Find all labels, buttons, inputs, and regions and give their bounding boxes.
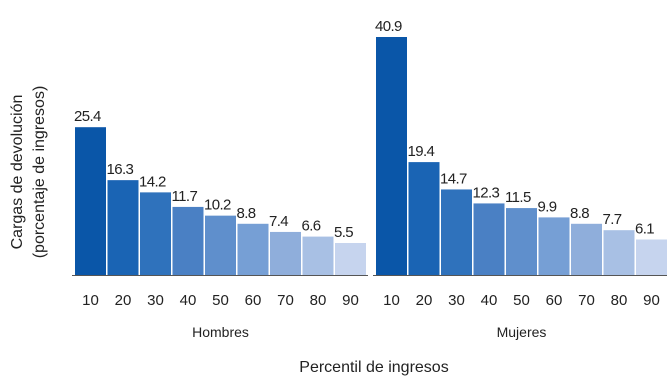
bar <box>205 215 236 275</box>
bar <box>571 223 602 275</box>
x-tick-label: 40 <box>180 292 197 309</box>
data-label: 8.8 <box>237 205 256 222</box>
x-tick-label: 90 <box>643 292 660 309</box>
x-tick-label: 90 <box>342 292 359 309</box>
x-tick-label: 60 <box>245 292 262 309</box>
bar <box>140 192 171 275</box>
bar <box>75 127 106 275</box>
bar <box>376 37 407 275</box>
data-label: 6.6 <box>302 218 321 235</box>
x-tick-label: 40 <box>481 292 498 309</box>
data-label: 6.1 <box>635 221 654 238</box>
data-label: 16.3 <box>107 161 134 178</box>
data-label: 12.3 <box>473 184 500 201</box>
x-axis-title: Percentil de ingresos <box>299 359 448 376</box>
x-tick-label: 10 <box>82 292 99 309</box>
data-label: 25.4 <box>74 108 101 125</box>
bar <box>408 162 440 275</box>
bar <box>270 231 301 275</box>
bar-group-hombres: 25.4 10 16.3 20 14.2 30 11.7 40 10.2 50 8.8 60 7.4 70… <box>72 108 368 340</box>
x-tick-label: 70 <box>578 292 595 309</box>
bar <box>603 230 635 275</box>
x-tick-label: 30 <box>147 292 164 309</box>
data-label: 14.2 <box>139 173 166 190</box>
x-tick-label: 30 <box>448 292 465 309</box>
x-tick-label: 70 <box>277 292 294 309</box>
x-tick-label: 10 <box>383 292 400 309</box>
bar <box>172 206 204 275</box>
data-label: 8.8 <box>570 205 589 222</box>
data-label: 40.9 <box>375 18 402 35</box>
data-label: 19.4 <box>408 143 435 160</box>
bar <box>107 180 139 275</box>
data-label: 11.5 <box>505 189 531 206</box>
y-axis-title: Cargas de devolución (porcentaje de ingr… <box>9 86 48 259</box>
group-label: Mujeres <box>497 324 547 340</box>
bar <box>538 217 570 275</box>
bar-group-mujeres: 40.9 10 19.4 20 14.7 30 12.3 40 11.5 50 9.9 60 8.8 70… <box>373 18 667 340</box>
bar <box>636 239 667 275</box>
data-label: 7.7 <box>603 211 622 228</box>
y-axis-title-line2: (porcentaje de ingresos) <box>31 86 48 259</box>
bar <box>473 203 505 275</box>
x-tick-label: 80 <box>611 292 628 309</box>
data-label: 5.5 <box>334 224 353 241</box>
bar <box>302 236 334 275</box>
x-tick-label: 50 <box>212 292 229 309</box>
x-tick-label: 80 <box>310 292 327 309</box>
x-tick-label: 60 <box>546 292 563 309</box>
bar <box>506 208 537 275</box>
bar <box>237 223 269 275</box>
bar <box>335 242 366 275</box>
data-label: 11.7 <box>172 188 198 205</box>
x-tick-label: 20 <box>416 292 433 309</box>
bar-groups: 25.4 10 16.3 20 14.2 30 11.7 40 10.2 50 8.8 60 7.4 70… <box>72 18 667 340</box>
y-axis-title-line1: Cargas de devolución <box>9 95 26 250</box>
x-tick-label: 50 <box>513 292 530 309</box>
bar <box>441 189 472 275</box>
data-label: 10.2 <box>204 197 231 214</box>
data-label: 14.7 <box>440 170 467 187</box>
group-label: Hombres <box>192 324 249 340</box>
x-tick-label: 20 <box>115 292 132 309</box>
data-label: 9.9 <box>538 198 557 215</box>
data-label: 7.4 <box>269 213 288 230</box>
